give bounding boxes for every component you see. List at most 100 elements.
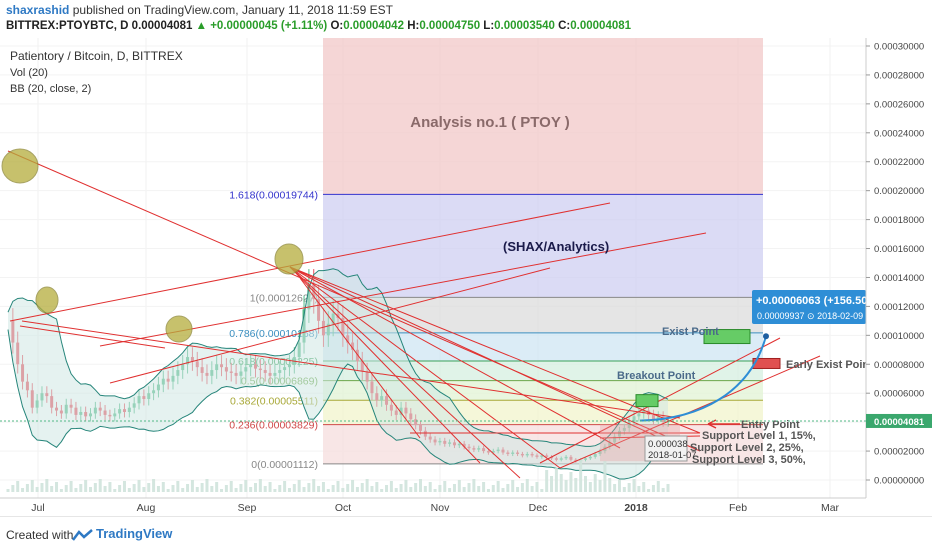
volume-bar [360, 483, 364, 492]
highlight-ellipse [35, 286, 59, 314]
y-tick-label: 0.00006000 [874, 389, 924, 400]
volume-bar [355, 487, 359, 492]
volume-bar [423, 486, 427, 492]
high-value: 0.00004750 [419, 20, 481, 32]
volume-bar [93, 483, 97, 492]
volume-bar [64, 485, 68, 492]
volume-bar [137, 480, 141, 492]
volume-bar [380, 489, 384, 492]
volume-bar [79, 484, 83, 492]
volume-bar [438, 485, 442, 492]
volume-bar [370, 486, 374, 492]
price-chart[interactable]: 1.618(0.00019744) 1(0.00012627) 0.786(0.00… [0, 38, 932, 516]
projection-sublabel: 0.00009937 ⊙ 2018-02-09 [757, 311, 863, 321]
author-link[interactable]: shaxrashid [6, 3, 70, 17]
volume-bar [292, 484, 296, 492]
volume-bar [346, 484, 350, 492]
volume-bar [21, 488, 25, 492]
y-tick-label: 0.00002000 [874, 447, 924, 458]
volume-bar [312, 479, 316, 492]
header: shaxrashid published on TradingView.com,… [0, 0, 932, 38]
volume-bar [224, 485, 228, 492]
volume-bar [457, 480, 461, 492]
volume-bar [239, 484, 243, 492]
y-tick-label: 0.00000000 [874, 476, 924, 487]
close-label: C: [558, 20, 571, 32]
volume-bar [627, 483, 631, 492]
legend-bb: BB (20, close, 2) [10, 83, 91, 95]
support-2-label: Support Level 2, 25%, [690, 442, 804, 454]
x-tick-label: Nov [431, 502, 450, 514]
volume-bar [25, 484, 29, 492]
fib-label: 1.618(0.00019744) [229, 189, 318, 201]
volume-bar [482, 482, 486, 492]
trend-line [19, 325, 166, 349]
volume-bar [176, 481, 180, 492]
y-tick-label: 0.00024000 [874, 128, 924, 139]
trend-line [289, 266, 561, 469]
volume-bar [433, 489, 437, 492]
volume-bar [622, 487, 626, 492]
volume-bar [287, 488, 291, 492]
volume-bar [516, 487, 520, 492]
y-tick-label: 0.00026000 [874, 99, 924, 110]
volume-bar [331, 485, 335, 492]
volume-bar [84, 480, 88, 492]
y-tick-label: 0.00014000 [874, 273, 924, 284]
close-value: 0.00004081 [570, 20, 632, 32]
volume-bar [326, 489, 330, 492]
open-value: 0.00004042 [343, 20, 404, 32]
volume-bar [501, 488, 505, 492]
volume-bar [385, 485, 389, 492]
volume-bar [254, 483, 257, 492]
volume-bar [215, 482, 219, 492]
x-tick-label: 2018 [624, 502, 648, 514]
tradingview-brand[interactable]: TradingView [96, 526, 173, 541]
volume-bar [45, 479, 49, 492]
volume-bar [520, 483, 524, 492]
volume-bars [6, 459, 670, 492]
high-label: H: [407, 20, 420, 32]
date-tag-box [644, 435, 688, 462]
bollinger-lower [7, 329, 669, 480]
volume-bar [617, 480, 621, 492]
volume-bar [268, 482, 272, 492]
x-tick-label: Jul [31, 502, 44, 514]
volume-bar [608, 478, 612, 492]
trend-line [289, 266, 621, 449]
y-tick-label: 0.00030000 [874, 42, 924, 53]
volume-bar [74, 488, 78, 492]
volume-bar [336, 481, 340, 492]
volume-bar [220, 489, 224, 492]
volume-bar [462, 487, 466, 492]
low-value: 0.00003540 [494, 20, 555, 32]
volume-bar [574, 478, 578, 492]
volume-bar [186, 484, 190, 492]
volume-bar [181, 488, 185, 492]
volume-bar [414, 483, 418, 492]
breakout-box [635, 394, 659, 408]
volume-bar [283, 481, 287, 492]
volume-bar [210, 486, 214, 492]
volume-bar [472, 479, 476, 492]
y-tick-label: 0.00010000 [874, 331, 924, 342]
volume-bar [540, 489, 544, 492]
volume-bar [550, 476, 554, 492]
volume-bar [486, 489, 490, 492]
current-price-tag [866, 413, 932, 428]
y-tick-label: 0.00020000 [874, 186, 924, 197]
trend-line [289, 266, 661, 439]
bollinger-upper [7, 268, 669, 447]
x-tick-label: Aug [137, 502, 156, 514]
volume-bar [559, 474, 563, 492]
trend-line [7, 150, 701, 452]
price-change: ▲ +0.00000045 (+1.11%) [195, 20, 328, 32]
y-tick-label: 0.00012000 [874, 302, 924, 313]
volume-bar [161, 482, 165, 492]
volume-bar [399, 484, 403, 492]
analysis-title: Analysis no.1 ( PTOY ) [410, 114, 570, 131]
volume-bar [389, 481, 393, 492]
volume-bar [307, 483, 311, 492]
chart-area[interactable]: 1.618(0.00019744) 1(0.00012627) 0.786(0.00… [0, 38, 932, 516]
volume-bar [593, 474, 597, 492]
